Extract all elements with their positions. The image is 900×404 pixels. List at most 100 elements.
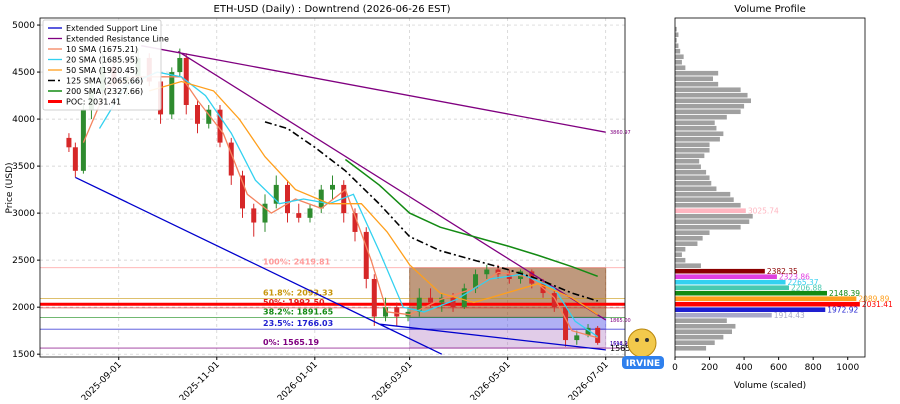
volume-bar [675,70,719,76]
volume-bar [675,136,720,142]
volume-bar [675,246,686,252]
logo: IRVINE [622,328,664,369]
volume-bar [675,323,736,329]
volume-bar [675,340,715,346]
volume-bar [675,103,745,109]
volume-title: Volume Profile [734,4,805,15]
volume-bar [675,43,679,49]
candle-body [307,208,313,218]
volume-bar [675,26,677,32]
candle-body [318,189,324,209]
volume-bar [675,329,732,335]
logo-eye [635,338,639,342]
series-line [141,45,607,321]
candle-body [484,269,490,275]
fib-label: 100%: 2419.81 [263,258,331,267]
volume-bar [675,180,712,186]
y-tick-label: 4500 [12,68,35,78]
y-tick-label: 3500 [12,162,35,172]
volume-bar [675,98,751,104]
candle-body [585,327,591,336]
volume-bar [675,164,701,170]
x-tick-label: 800 [805,363,822,373]
volume-bar [675,153,705,159]
candle-body [394,307,400,317]
x-tick-label: 200 [701,363,718,373]
candle-body [285,184,290,214]
volume-bar [675,241,698,246]
legend: Extended Support Line Extended Resistance… [42,19,169,111]
candle-body [551,293,557,308]
volume-bar [675,87,741,93]
x-tick-label: 0 [672,363,678,373]
volume-bar [675,175,710,181]
level-label: 2265.37 [788,278,819,287]
y-tick-label: 2000 [12,303,35,313]
y-tick-label: 4000 [12,115,35,125]
end-label: 1594.29 [610,341,631,347]
volume-bar [675,54,684,60]
price-frame [39,17,626,358]
volume-bar [675,32,679,38]
zone [409,316,607,330]
candle-body [296,213,302,218]
volume-bar [675,147,710,153]
candle-body [330,184,335,190]
candle-body [341,184,347,214]
legend-label: POC: 2031.41 [66,98,121,107]
volume-bar [675,92,748,98]
level-label: 3025.74 [748,207,779,216]
volume-bar [675,114,727,120]
legend-label: Extended Resistance Line [66,35,169,44]
legend-label: Extended Support Line [66,24,157,33]
volume-bar [675,296,857,302]
candle-body [574,335,580,341]
volume-bar [675,169,707,175]
volume-bar [675,131,724,137]
volume-bar [675,224,741,230]
volume-bar [675,65,686,71]
level-label: 2206.88 [791,284,822,293]
volume-bar [675,120,715,126]
candle-body [439,297,445,303]
volume-bar [675,81,719,87]
y-tick-label: 2500 [12,256,35,266]
end-label: 3860.97 [610,130,631,136]
legend-label: 20 SMA (1685.95) [66,56,138,65]
volume-bar [675,263,701,268]
level-label: 2382.35 [767,267,798,276]
volume-bar [675,235,703,241]
end-label: 1565.33 [610,344,643,353]
volume-bar [675,59,682,65]
volume-bar [675,186,717,192]
end-label: 1865.00 [610,318,631,324]
series-line [344,158,598,278]
legend-label: 200 SMA (2327.66) [66,87,143,96]
candle-body [461,288,467,308]
volume-frame [674,17,866,358]
candle-body [183,57,189,105]
candle-body [450,297,456,308]
end-label: 1618.95 [610,341,631,347]
logo-banner [622,356,664,369]
y-tick-label: 1500 [12,350,35,360]
series-line [149,80,599,316]
volume-bar [675,252,682,257]
volume-bar [675,191,731,197]
candle-body [262,203,268,223]
volume-bar [675,109,741,115]
volume-bar [675,230,710,235]
volume-bar [675,345,707,351]
y-axis-label: Price (USD) [5,162,15,213]
volume-bar [675,208,746,214]
volume-bar [675,219,750,224]
candle-body [383,307,389,317]
volume-bar [675,76,713,82]
chart-title: ETH-USD (Daily) : Downtrend (2026-06-26 … [214,4,451,15]
legend-box [42,19,162,111]
candle-body [428,297,434,303]
candle-body [473,274,479,289]
level-label: 1914.43 [774,311,805,320]
